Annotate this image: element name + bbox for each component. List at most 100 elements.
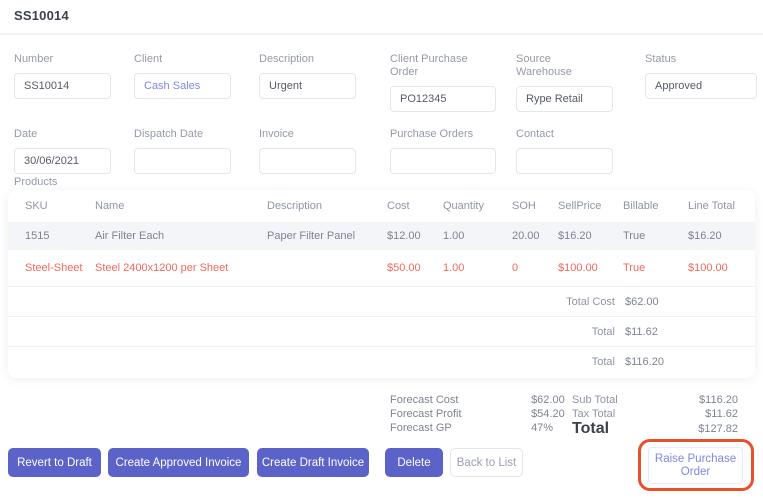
col-name: Name <box>95 200 125 212</box>
forecast-cost-value: $62.00 <box>531 394 565 406</box>
col-soh: SOH <box>512 200 536 212</box>
forecast-profit-row: Forecast Profit $54.20 <box>390 408 600 420</box>
cell-name: Air Filter Each <box>95 230 165 242</box>
col-sellprice: SellPrice <box>558 200 602 212</box>
field-client-po: Client Purchase Order <box>390 53 496 112</box>
table-row[interactable]: Steel-Sheet Steel 2400x1200 per Sheet $5… <box>8 250 755 286</box>
products-header-row: SKU Name Description Cost Quantity SOH S… <box>8 190 755 222</box>
client-input[interactable] <box>134 73 231 99</box>
cell-soh: 0 <box>512 262 519 274</box>
field-number: Number <box>14 53 111 99</box>
dispatch-date-input[interactable] <box>134 148 231 174</box>
col-line-total: Line Total <box>688 200 735 212</box>
field-client-po-label: Client Purchase Order <box>390 53 468 78</box>
raise-purchase-order-button[interactable]: Raise Purchase Order <box>648 447 743 484</box>
taxtotal-label: Tax Total <box>572 408 616 420</box>
invoice-input[interactable] <box>259 148 356 174</box>
taxtotal-value: $11.62 <box>705 408 738 420</box>
cell-sku: Steel-Sheet <box>25 262 83 274</box>
field-invoice-label: Invoice <box>259 128 294 140</box>
status-input[interactable] <box>645 73 757 99</box>
cell-sellprice: $16.20 <box>558 230 592 242</box>
col-description: Description <box>267 200 323 212</box>
field-status: Status <box>645 53 757 99</box>
cell-quantity: 1.00 <box>443 262 465 274</box>
page-title: SS10014 <box>14 8 69 23</box>
products-section-label: Products <box>14 176 58 188</box>
header-divider <box>0 33 763 35</box>
client-po-input[interactable] <box>390 86 496 112</box>
col-quantity: Quantity <box>443 200 484 212</box>
total-tax-value: $11.62 <box>625 326 658 338</box>
date-input[interactable] <box>14 148 111 174</box>
field-description: Description <box>259 53 356 99</box>
field-purchase-orders: Purchase Orders <box>390 128 496 174</box>
forecast-profit-label: Forecast Profit <box>390 408 462 420</box>
field-status-label: Status <box>645 53 677 65</box>
contact-input[interactable] <box>516 148 613 174</box>
forecast-cost-label: Forecast Cost <box>390 394 459 406</box>
cell-billable: True <box>623 262 646 274</box>
field-purchase-orders-label: Purchase Orders <box>390 128 474 140</box>
cell-name: Steel 2400x1200 per Sheet <box>95 262 229 274</box>
field-description-label: Description <box>259 53 315 65</box>
create-draft-invoice-button[interactable]: Create Draft Invoice <box>257 448 369 477</box>
cell-description: Paper Filter Panel <box>267 230 356 242</box>
cell-line-total: $100.00 <box>688 262 728 274</box>
forecast-profit-value: $54.20 <box>531 408 565 420</box>
cell-sku: 1515 <box>25 230 50 242</box>
raise-purchase-order-label-line2: Order <box>680 465 711 478</box>
field-contact: Contact <box>516 128 613 174</box>
grand-total-row: Total $127.82 <box>572 420 738 438</box>
forecast-gp-label: Forecast GP <box>390 422 452 434</box>
col-billable: Billable <box>623 200 659 212</box>
field-client: Client <box>134 53 231 99</box>
total-tax-row: Total $11.62 <box>8 316 755 346</box>
col-cost: Cost <box>387 200 410 212</box>
description-input[interactable] <box>259 73 356 99</box>
field-dispatch-date: Dispatch Date <box>134 128 231 174</box>
grand-total-value: $127.82 <box>698 423 738 435</box>
total-value: $116.20 <box>625 356 664 368</box>
total-tax-label: Total <box>591 326 615 338</box>
grand-total-label: Total <box>572 420 610 437</box>
raise-purchase-order-label-line1: Raise Purchase <box>654 452 737 465</box>
field-dispatch-date-label: Dispatch Date <box>134 128 204 140</box>
cell-cost: $50.00 <box>387 262 421 274</box>
cell-quantity: 1.00 <box>443 230 465 242</box>
field-date-label: Date <box>14 128 38 140</box>
field-source-warehouse-label: Source Warehouse <box>516 53 572 78</box>
forecast-gp-row: Forecast GP 47% <box>390 422 600 434</box>
subtotal-row: Sub Total $116.20 <box>572 394 738 406</box>
total-cost-label: Total Cost <box>566 296 615 308</box>
field-date: Date <box>14 128 111 174</box>
subtotal-label: Sub Total <box>572 394 618 406</box>
purchase-orders-input[interactable] <box>390 148 496 174</box>
total-label: Total <box>591 356 615 368</box>
taxtotal-row: Tax Total $11.62 <box>572 408 738 420</box>
cell-billable: True <box>623 230 646 242</box>
delete-button[interactable]: Delete <box>385 448 443 477</box>
products-panel: SKU Name Description Cost Quantity SOH S… <box>8 190 755 378</box>
subtotal-value: $116.20 <box>699 394 738 406</box>
cell-cost: $12.00 <box>387 230 421 242</box>
back-to-list-button[interactable]: Back to List <box>450 448 523 477</box>
field-number-label: Number <box>14 53 54 65</box>
create-approved-invoice-button[interactable]: Create Approved Invoice <box>108 448 249 477</box>
source-warehouse-input[interactable] <box>516 86 613 112</box>
revert-to-draft-button[interactable]: Revert to Draft <box>8 448 101 477</box>
col-sku: SKU <box>25 200 48 212</box>
number-input[interactable] <box>14 73 111 99</box>
cell-soh: 20.00 <box>512 230 540 242</box>
forecast-gp-value: 47% <box>531 422 554 434</box>
table-row[interactable]: 1515 Air Filter Each Paper Filter Panel … <box>8 222 755 250</box>
field-contact-label: Contact <box>516 128 554 140</box>
field-client-label: Client <box>134 53 163 65</box>
total-cost-value: $62.00 <box>625 296 659 308</box>
total-cost-row: Total Cost $62.00 <box>8 286 755 316</box>
cell-sellprice: $100.00 <box>558 262 598 274</box>
field-source-warehouse: Source Warehouse <box>516 53 613 112</box>
cell-line-total: $16.20 <box>688 230 722 242</box>
field-invoice: Invoice <box>259 128 356 174</box>
